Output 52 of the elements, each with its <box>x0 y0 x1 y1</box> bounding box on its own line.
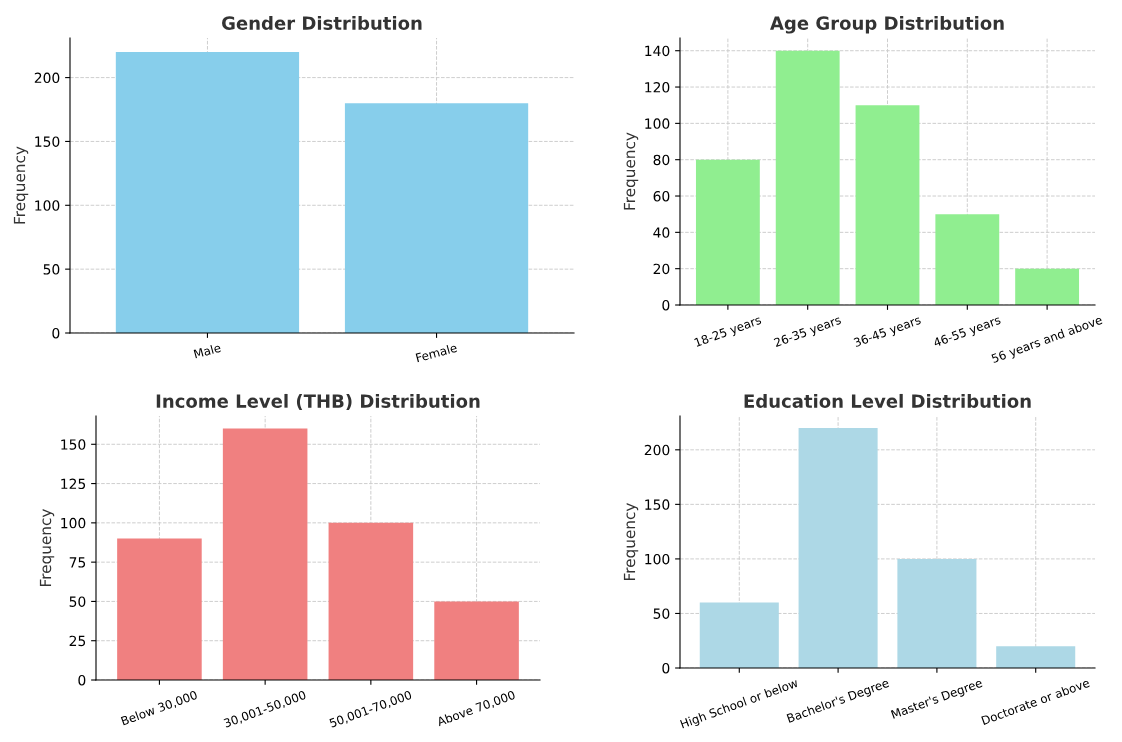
y-tick-label: 25 <box>69 635 86 647</box>
y-tick-label: 0 <box>78 674 86 686</box>
y-tick-label: 0 <box>52 327 60 339</box>
y-tick-label: 60 <box>653 190 670 202</box>
bar <box>117 538 202 680</box>
bar <box>775 50 840 305</box>
y-tick-label: 125 <box>61 478 86 490</box>
y-tick-label: 50 <box>69 596 86 607</box>
bar <box>434 601 519 680</box>
y-tick-label: 0 <box>662 662 670 674</box>
bar <box>1015 268 1080 305</box>
y-tick-label: 20 <box>653 263 670 275</box>
bar <box>798 428 878 668</box>
x-tick-label: Male <box>193 342 222 359</box>
bar <box>855 105 920 305</box>
y-tick-label: 100 <box>645 118 670 129</box>
x-tick-label: 46-55 years <box>932 315 1002 350</box>
y-tick-label: 120 <box>645 82 670 93</box>
y-tick-label: 150 <box>61 439 86 450</box>
bar <box>897 558 977 668</box>
x-tick-label: 26-35 years <box>773 315 843 350</box>
chart-title: Education Level Distribution <box>744 393 1031 408</box>
y-tick-label: 40 <box>653 227 670 238</box>
y-axis-title: Frequency <box>623 503 639 580</box>
chart-title: Gender Distribution <box>222 15 422 30</box>
y-tick-label: 150 <box>35 136 60 147</box>
chart-title: Age Group Distribution <box>770 15 1004 34</box>
y-axis-title: Frequency <box>39 509 55 586</box>
y-tick-label: 150 <box>645 499 670 510</box>
y-tick-label: 200 <box>34 72 60 84</box>
x-tick-label: Female <box>415 342 458 363</box>
bar <box>935 214 1000 305</box>
bar <box>996 646 1076 668</box>
y-tick-label: 80 <box>653 154 670 166</box>
y-tick-label: 75 <box>69 557 86 568</box>
x-tick-label: 18-25 years <box>694 315 763 350</box>
y-tick-label: 100 <box>645 553 670 565</box>
y-tick-label: 50 <box>653 608 670 619</box>
y-tick-label: 140 <box>645 45 670 57</box>
y-tick-label: 100 <box>35 200 60 211</box>
y-axis-title: Frequency <box>13 146 29 224</box>
y-axis-title: Frequency <box>623 132 639 210</box>
y-tick-label: 50 <box>43 264 60 275</box>
bar <box>695 159 760 305</box>
bar <box>699 602 779 668</box>
y-tick-label: 200 <box>644 444 670 456</box>
bar <box>328 522 414 680</box>
y-tick-label: 100 <box>61 517 86 529</box>
chart-title: Income Level (THB) Distribution <box>156 393 480 411</box>
bar <box>222 428 308 680</box>
x-tick-label: 36-45 years <box>853 315 923 350</box>
y-tick-label: 0 <box>662 299 670 311</box>
